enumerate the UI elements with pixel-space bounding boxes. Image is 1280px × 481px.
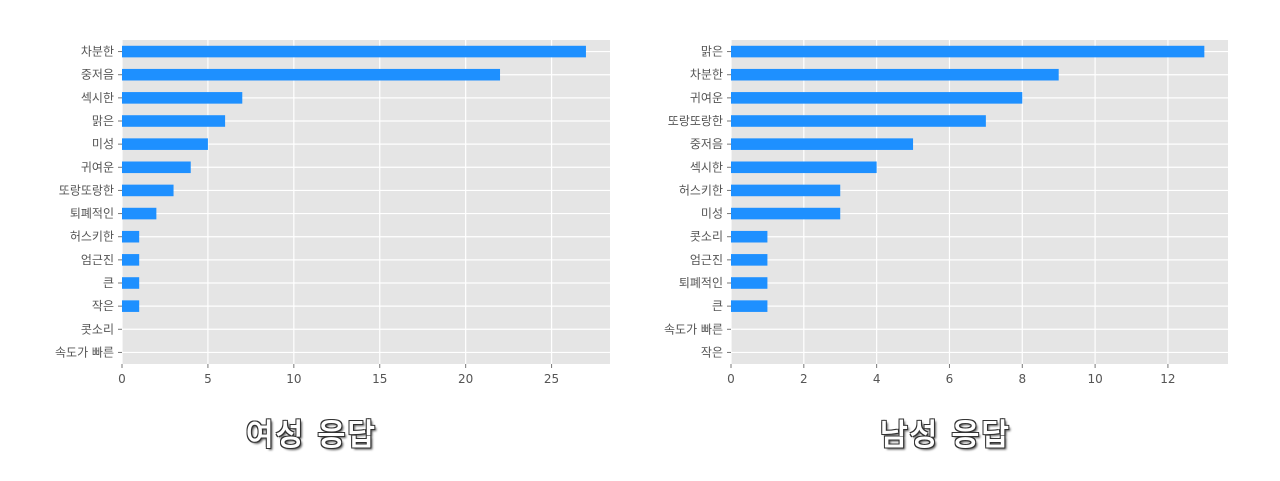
female-bar [122, 45, 586, 58]
female-bar [122, 92, 243, 104]
male-bar [731, 230, 768, 243]
male-category-label: 작은 [701, 345, 723, 359]
female-x-tick-label: 10 [286, 372, 301, 386]
female-response-chart: 0 5 10 15 20 25 차분한중저음섹시한맑은미성귀여운또랑또랑한퇴폐적인허스키한엄… [55, 40, 610, 386]
female-x-tick-label: 15 [372, 372, 387, 386]
female-bar [122, 277, 140, 289]
male-category-label: 콧소리 [690, 230, 723, 244]
male-category-label: 허스키한 [679, 183, 723, 197]
male-x-tick-label: 4 [873, 372, 881, 386]
female-category-label: 작은 [92, 299, 114, 313]
male-plot-background [731, 40, 1228, 364]
female-category-label: 섹시한 [81, 91, 114, 105]
male-x-tick-label: 8 [1018, 372, 1026, 386]
male-bar [731, 68, 1059, 81]
female-bar [122, 68, 501, 81]
female-category-label: 엄근진 [81, 253, 114, 267]
male-bar [731, 277, 768, 289]
male-x-tick-label: 12 [1160, 372, 1175, 386]
female-category-label: 미성 [92, 137, 114, 151]
male-category-label: 맑은 [701, 45, 723, 59]
female-category-label: 귀여운 [81, 160, 114, 174]
female-category-label: 차분한 [81, 45, 114, 59]
female-category-label: 퇴폐적인 [70, 207, 114, 221]
male-bar [731, 207, 841, 220]
male-bar [731, 115, 986, 127]
male-category-label: 속도가 빠른 [664, 322, 723, 336]
male-category-label: 또랑또랑한 [668, 114, 723, 128]
female-bar [122, 161, 191, 174]
female-category-label: 콧소리 [81, 322, 114, 336]
male-category-label: 엄근진 [690, 253, 723, 267]
male-category-label: 섹시한 [690, 160, 723, 174]
female-x-tick-label: 5 [204, 372, 212, 386]
male-bar [731, 254, 768, 266]
female-x-tick-label: 20 [458, 372, 473, 386]
male-category-label: 귀여운 [690, 91, 723, 105]
male-bar [731, 45, 1205, 58]
male-bar [731, 92, 1023, 104]
male-bar [731, 184, 841, 197]
female-bar [122, 254, 140, 266]
female-bar [122, 184, 174, 197]
female-category-label: 큰 [103, 276, 114, 290]
male-x-tick-label: 10 [1087, 372, 1102, 386]
female-category-label: 속도가 빠른 [55, 345, 114, 359]
male-category-label: 퇴폐적인 [679, 276, 723, 290]
female-bar [122, 138, 208, 150]
male-category-label: 미성 [701, 207, 723, 221]
male-x-tick-label: 0 [727, 372, 735, 386]
female-x-tick-label: 0 [118, 372, 126, 386]
female-bar [122, 115, 226, 127]
female-bar [122, 300, 140, 312]
male-bar [731, 138, 914, 150]
female-bar [122, 230, 140, 243]
male-x-tick-label: 2 [800, 372, 808, 386]
female-category-label: 맑은 [92, 114, 114, 128]
male-x-tick-label: 6 [946, 372, 954, 386]
female-category-label: 중저음 [81, 68, 114, 82]
female-x-tick-label: 25 [544, 372, 559, 386]
male-category-label: 큰 [712, 299, 723, 313]
female-plot-background [122, 40, 610, 364]
male-bar [731, 300, 768, 312]
female-category-label: 허스키한 [70, 230, 114, 244]
female-bar [122, 207, 157, 220]
male-response-caption: 남성 응답 [880, 418, 1011, 453]
male-category-label: 차분한 [690, 68, 723, 82]
female-category-label: 또랑또랑한 [59, 183, 114, 197]
male-category-label: 중저음 [690, 137, 723, 151]
female-response-caption: 여성 응답 [246, 418, 377, 453]
male-bar [731, 161, 877, 174]
male-response-chart: 0 2 4 6 8 10 12 맑은차분한귀여운또랑또랑한중저음섹시한허스키한미성콧소리엄근진… [664, 40, 1228, 386]
